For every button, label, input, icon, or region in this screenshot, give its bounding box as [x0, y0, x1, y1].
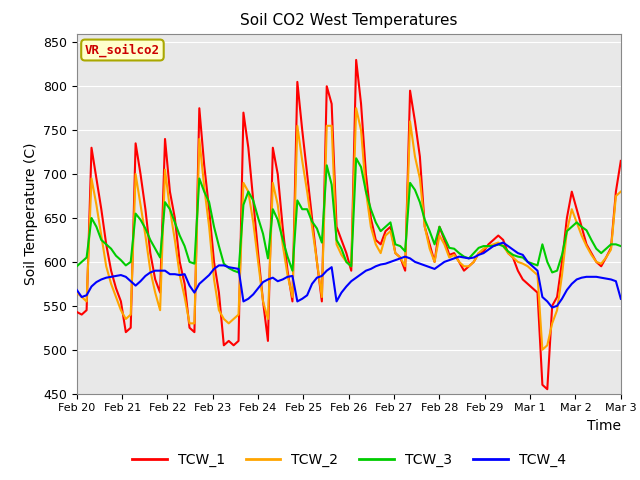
- Legend: TCW_1, TCW_2, TCW_3, TCW_4: TCW_1, TCW_2, TCW_3, TCW_4: [126, 447, 572, 473]
- Y-axis label: Soil Temperature (C): Soil Temperature (C): [24, 143, 38, 285]
- Title: Soil CO2 West Temperatures: Soil CO2 West Temperatures: [240, 13, 458, 28]
- Text: VR_soilco2: VR_soilco2: [85, 43, 160, 57]
- Text: Time: Time: [587, 419, 621, 433]
